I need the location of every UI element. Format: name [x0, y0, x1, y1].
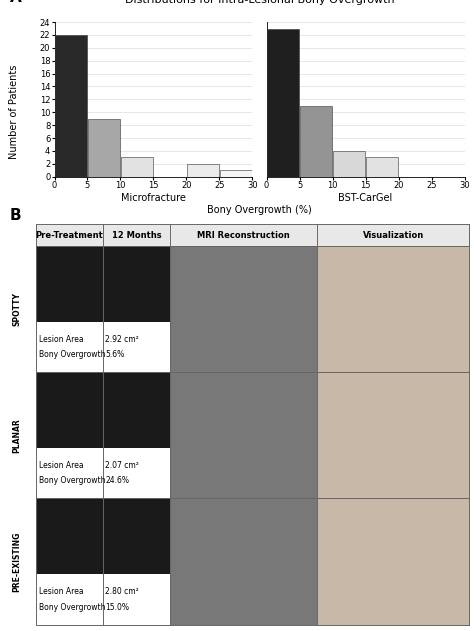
Text: 12 Months: 12 Months	[111, 230, 161, 240]
Text: MRI Reconstruction: MRI Reconstruction	[197, 230, 290, 240]
Text: SPOTTY: SPOTTY	[12, 292, 21, 326]
Text: Bony Overgrowth: Bony Overgrowth	[39, 476, 106, 485]
Text: 2.80 cm²: 2.80 cm²	[105, 587, 139, 596]
Text: 2.92 cm²: 2.92 cm²	[105, 335, 139, 344]
Text: PRE-EXISTING: PRE-EXISTING	[12, 531, 21, 592]
Bar	[36, 322, 170, 372]
Bar	[36, 224, 469, 246]
Text: Bony Overgrowth (%): Bony Overgrowth (%)	[207, 204, 312, 215]
Bar	[318, 372, 469, 498]
X-axis label: BST-CarGel: BST-CarGel	[338, 192, 392, 203]
Bar	[318, 498, 469, 625]
Bar	[318, 246, 469, 372]
Text: A: A	[9, 0, 21, 5]
Bar	[36, 372, 103, 448]
Bar	[333, 151, 365, 177]
Text: 24.6%: 24.6%	[105, 476, 129, 485]
Text: B: B	[9, 208, 21, 223]
Bar	[55, 35, 87, 177]
Bar	[36, 246, 103, 322]
Text: Number of Patients: Number of Patients	[9, 65, 19, 159]
Text: Pre-Treatment: Pre-Treatment	[35, 230, 103, 240]
Bar	[220, 170, 252, 177]
Bar	[103, 246, 170, 322]
Text: 2.07 cm²: 2.07 cm²	[105, 461, 139, 470]
Text: 5.6%: 5.6%	[105, 350, 125, 359]
Bar	[170, 372, 318, 498]
Bar	[170, 246, 318, 372]
Text: 15.0%: 15.0%	[105, 603, 129, 611]
Bar	[103, 498, 170, 574]
Text: Visualization: Visualization	[363, 230, 424, 240]
Text: Lesion Area: Lesion Area	[39, 587, 84, 596]
Text: Distributions for Intra-Lesional Bony Overgrowth: Distributions for Intra-Lesional Bony Ov…	[125, 0, 394, 5]
Bar	[301, 106, 332, 177]
Text: Bony Overgrowth: Bony Overgrowth	[39, 350, 106, 359]
X-axis label: Microfracture: Microfracture	[121, 192, 186, 203]
Bar	[88, 119, 119, 177]
Bar	[103, 372, 170, 448]
Text: Lesion Area: Lesion Area	[39, 461, 84, 470]
Bar	[267, 28, 299, 177]
Bar	[366, 157, 398, 177]
Text: Lesion Area: Lesion Area	[39, 335, 84, 344]
Text: Bony Overgrowth: Bony Overgrowth	[39, 603, 106, 611]
Bar	[36, 498, 103, 574]
Bar	[187, 164, 219, 177]
Bar	[36, 448, 170, 498]
Text: PLANAR: PLANAR	[12, 418, 21, 452]
Bar	[121, 157, 153, 177]
Bar	[170, 498, 318, 625]
Bar	[36, 574, 170, 625]
